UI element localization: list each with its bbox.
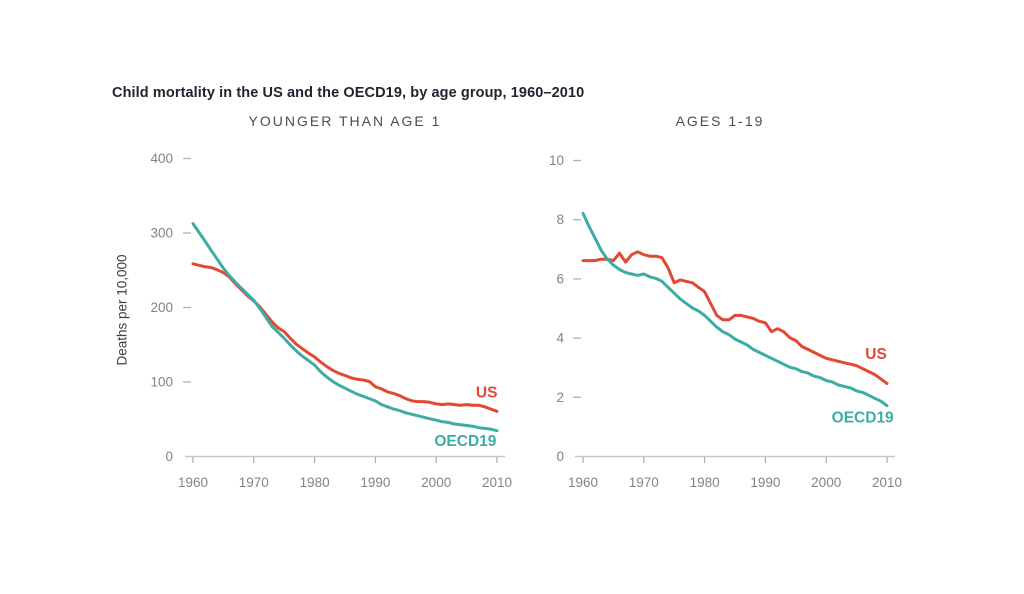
y-tick-label: 2 — [556, 390, 564, 405]
x-tick-label: 1960 — [568, 475, 598, 490]
x-tick-label: 1980 — [690, 475, 720, 490]
x-tick-label: 2000 — [811, 475, 841, 490]
oecd19-line — [191, 222, 499, 433]
panel-title-ages-1-19: AGES 1-19 — [675, 113, 765, 129]
x-tick-label: 1970 — [239, 475, 269, 490]
y-tick-label: 200 — [150, 300, 173, 315]
us-series-label: US — [476, 385, 498, 402]
x-tick-label: 1970 — [629, 475, 659, 490]
y-tick-label: 0 — [556, 449, 564, 464]
y-tick-label: 10 — [549, 153, 564, 168]
oecd19-series-label: OECD19 — [434, 433, 496, 450]
oecd19-series-label: OECD19 — [832, 410, 894, 427]
x-tick-label: 1960 — [178, 475, 208, 490]
y-tick-label: 4 — [556, 331, 564, 346]
x-tick-label: 2010 — [872, 475, 902, 490]
figure-title: Child mortality in the US and the OECD19… — [112, 85, 585, 101]
x-tick-label: 2000 — [421, 475, 451, 490]
y-tick-label: 0 — [165, 449, 173, 464]
panel-title-younger-than-age-1: YOUNGER THAN AGE 1 — [248, 113, 442, 129]
y-tick-label: 8 — [556, 212, 564, 227]
x-tick-label: 1990 — [750, 475, 780, 490]
y-tick-label: 300 — [150, 226, 173, 241]
us-line — [581, 250, 889, 385]
x-tick-label: 2010 — [482, 475, 512, 490]
y-tick-label: 100 — [150, 375, 173, 390]
x-tick-label: 1980 — [300, 475, 330, 490]
chart-younger-than-age-1: 1960 1970 1980 1990 2000 2010 0 100 200 300 400 US O… — [150, 151, 512, 490]
oecd19-line — [581, 211, 889, 408]
y-tick-label: 400 — [150, 151, 173, 166]
us-series-label: US — [865, 346, 887, 363]
chart-ages-1-19: 1960 1970 1980 1990 2000 2010 0 2 4 6 8 10 US OECD19 — [549, 153, 902, 490]
y-tick-label: 6 — [556, 271, 564, 286]
x-tick-label: 1990 — [360, 475, 390, 490]
